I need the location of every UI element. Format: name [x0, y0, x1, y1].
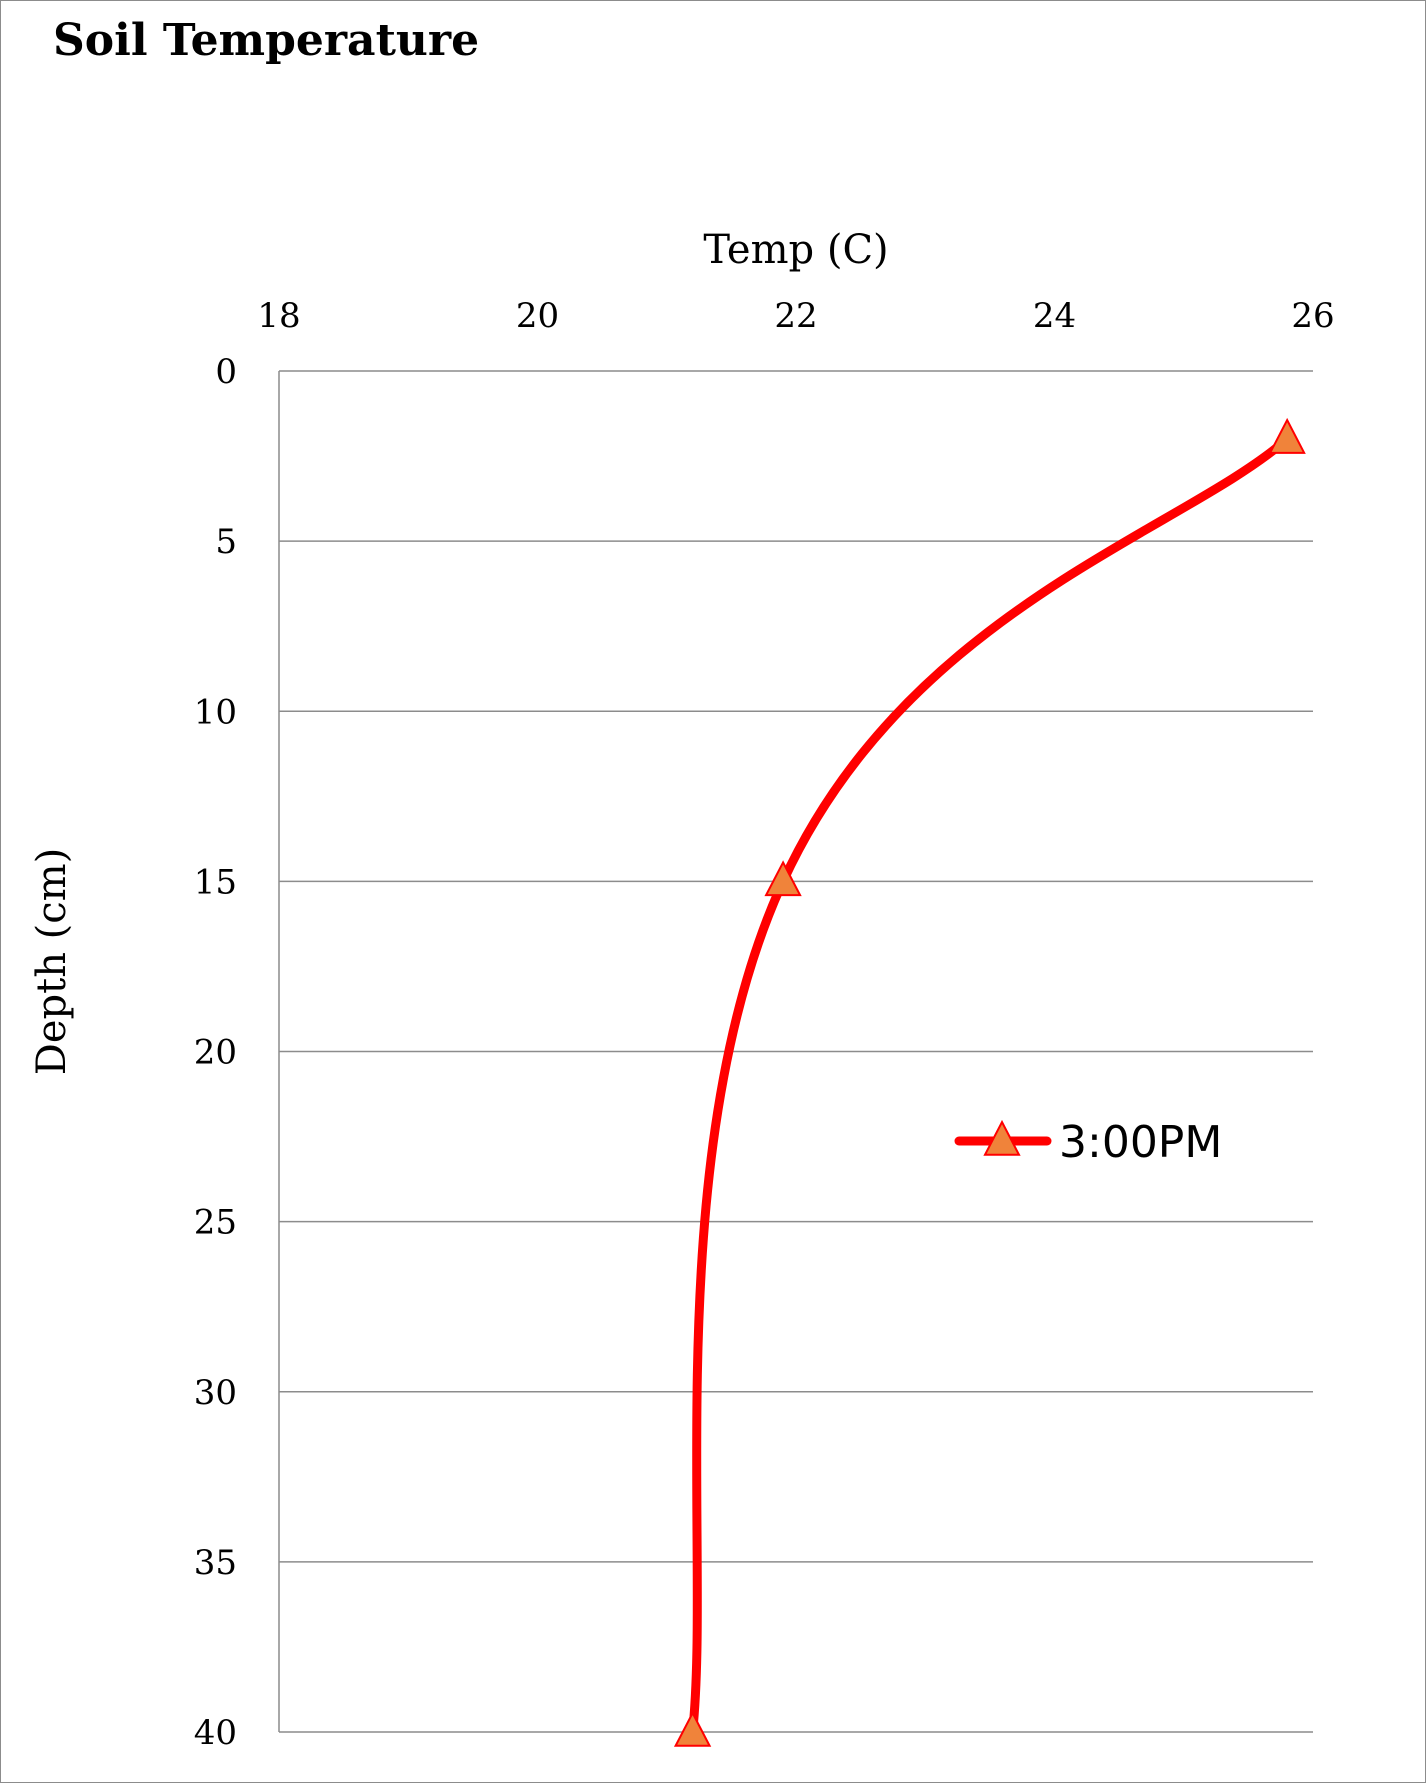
y-tick-label: 5: [215, 522, 237, 562]
legend-marker: [983, 1119, 1021, 1156]
y-tick-label: 25: [194, 1203, 237, 1243]
x-tick-label: 24: [1033, 296, 1076, 336]
y-tick-label: 15: [194, 862, 237, 902]
data-point-marker: [673, 1710, 712, 1747]
data-point-marker: [1268, 417, 1306, 454]
chart-title: Soil Temperature: [53, 15, 480, 66]
y-axis-title: Depth (cm): [29, 848, 75, 1075]
x-tick-label: 18: [257, 296, 300, 336]
series-line: [688, 434, 1292, 1737]
y-tick-label: 10: [194, 692, 237, 732]
x-tick-label: 26: [1291, 296, 1334, 336]
data-point-marker: [764, 860, 802, 897]
y-tick-label: 20: [194, 1033, 237, 1073]
x-tick-label: 22: [774, 296, 817, 336]
y-tick-label: 0: [215, 352, 237, 392]
x-tick-label: 20: [516, 296, 559, 336]
y-tick-label: 35: [194, 1543, 237, 1583]
x-axis-title: Temp (C): [703, 227, 888, 273]
legend-label: 3:00PM: [1059, 1117, 1222, 1168]
y-tick-label: 30: [194, 1373, 237, 1413]
y-tick-label: 40: [194, 1713, 237, 1753]
